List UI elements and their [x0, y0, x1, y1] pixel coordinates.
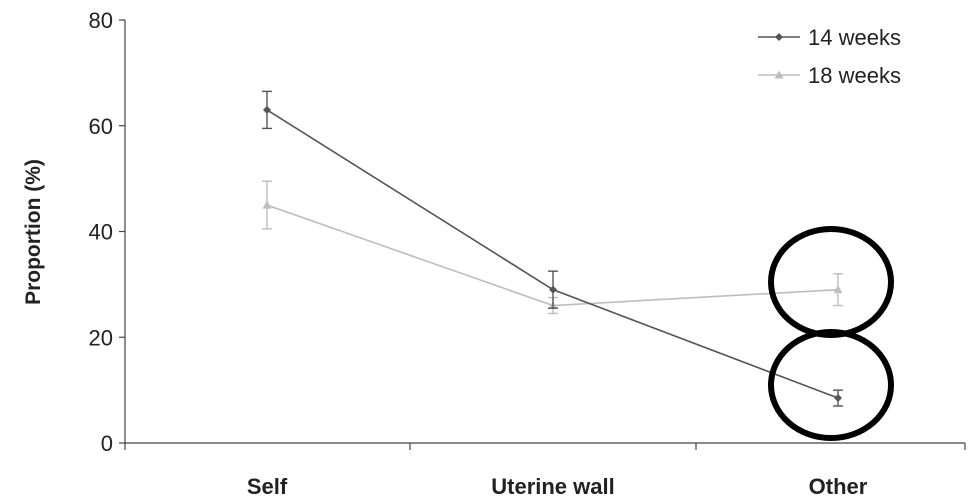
data-point-14-weeks-2: [834, 394, 842, 403]
y-tick-label-0: 0: [101, 431, 113, 456]
legend-marker-18-weeks: [774, 70, 784, 79]
legend-label-18-weeks: 18 weeks: [808, 63, 901, 88]
legend-label-14-weeks: 14 weeks: [808, 25, 901, 50]
data-point-14-weeks-1: [549, 285, 557, 294]
y-axis-title: Proportion (%): [22, 159, 45, 305]
y-tick-label-80: 80: [89, 8, 113, 33]
data-point-18-weeks-2: [833, 285, 843, 294]
y-tick-label-40: 40: [89, 220, 113, 245]
annotation-circle-18-weeks: [768, 226, 894, 338]
series-line-14-weeks: [266, 109, 839, 399]
y-tick-label-60: 60: [89, 114, 113, 139]
y-tick-label-20: 20: [89, 325, 113, 350]
data-point-14-weeks-0: [263, 105, 271, 114]
legend-marker-14-weeks: [775, 33, 783, 41]
x-tick-label-other: Other: [809, 474, 868, 498]
x-tick-label-uterine-wall: Uterine wall: [491, 474, 614, 498]
data-point-18-weeks-0: [262, 200, 272, 209]
annotation-circle-14-weeks: [768, 329, 894, 441]
x-tick-label-self: Self: [247, 474, 288, 498]
